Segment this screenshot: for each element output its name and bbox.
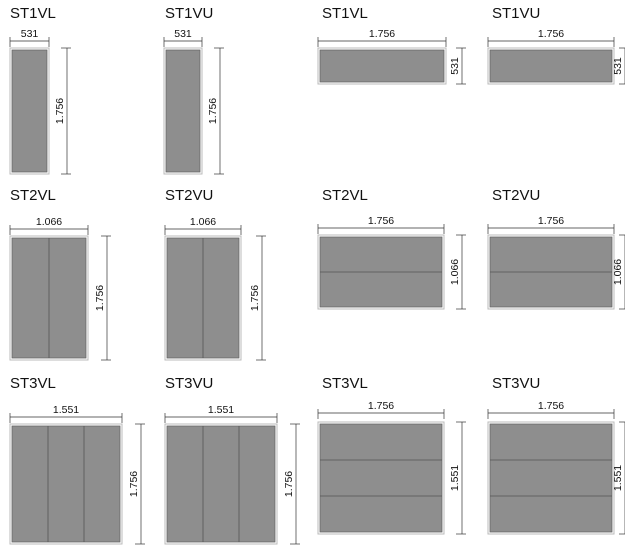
width-label: 531 [174, 28, 192, 40]
panel-title: ST2VL [10, 187, 56, 204]
panel [11, 425, 121, 543]
panel-title: ST1VU [165, 5, 213, 22]
panel-title: ST1VU [492, 5, 540, 22]
height-label: 1.066 [449, 259, 461, 285]
width-label: 1.756 [538, 28, 564, 40]
panel [166, 425, 276, 543]
width-label: 1.551 [53, 404, 79, 416]
height-label: 531 [449, 57, 461, 75]
height-label: 1.756 [54, 98, 66, 124]
width-label: 1.066 [190, 216, 216, 228]
panel [489, 49, 613, 83]
height-label: 1.756 [128, 471, 140, 497]
width-label: 1.756 [538, 215, 564, 227]
panel-title: ST2VU [165, 187, 213, 204]
panel-title: ST3VU [492, 375, 540, 392]
height-label: 1.756 [94, 285, 106, 311]
height-label: 1.756 [207, 98, 219, 124]
panel-title: ST3VU [165, 375, 213, 392]
width-label: 1.551 [208, 404, 234, 416]
width-label: 531 [21, 28, 39, 40]
panel-title: ST2VU [492, 187, 540, 204]
panel-title: ST2VL [322, 187, 368, 204]
panel [319, 49, 445, 83]
width-label: 1.756 [369, 28, 395, 40]
height-label: 1.066 [612, 259, 624, 285]
height-label: 1.551 [612, 465, 624, 491]
panel-title: ST3VL [322, 375, 368, 392]
panel-title: ST1VL [10, 5, 56, 22]
height-label: 1.756 [249, 285, 261, 311]
panel [11, 49, 48, 173]
width-label: 1.066 [36, 216, 62, 228]
width-label: 1.756 [368, 215, 394, 227]
height-label: 531 [612, 57, 624, 75]
panel-title: ST3VL [10, 375, 56, 392]
width-label: 1.756 [538, 400, 564, 412]
panel [319, 423, 443, 533]
height-label: 1.756 [283, 471, 295, 497]
panel [165, 49, 201, 173]
panel [489, 423, 613, 533]
height-label: 1.551 [449, 465, 461, 491]
width-label: 1.756 [368, 400, 394, 412]
panel-title: ST1VL [322, 5, 368, 22]
